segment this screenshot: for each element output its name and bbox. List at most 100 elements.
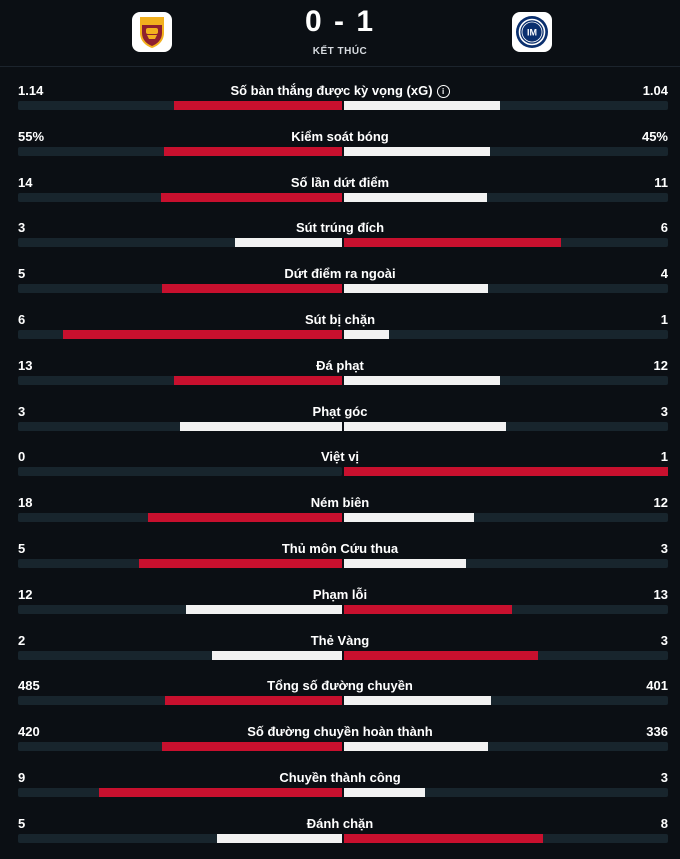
stat-label-text: Chuyền thành công — [279, 769, 401, 785]
stat-label: Dứt điểm ra ngoài — [0, 266, 680, 281]
away-stat-bar — [344, 238, 561, 248]
home-stat-track — [18, 513, 342, 523]
away-stat-value: 336 — [646, 724, 668, 740]
stat-label-text: Kiểm soát bóng — [291, 128, 389, 144]
stat-label: Tổng số đường chuyền — [0, 678, 680, 693]
home-stat-value: 420 — [18, 724, 40, 740]
home-stat-bar — [174, 101, 342, 110]
stat-row: 2 Thẻ Vàng 3 — [0, 630, 680, 676]
home-stat-bar — [63, 329, 342, 339]
away-stat-value: 45% — [641, 128, 668, 144]
away-stat-track — [344, 513, 668, 523]
away-stat-bar — [344, 467, 668, 477]
home-stat-track — [18, 558, 342, 568]
stat-label-text: Số đường chuyền hoàn thành — [247, 724, 433, 740]
home-stat-value: 5 — [18, 266, 26, 282]
away-stat-bar — [344, 604, 512, 614]
home-stat-value: 55% — [18, 128, 45, 144]
away-stat-value: 3 — [660, 769, 668, 785]
away-stat-bar — [344, 650, 538, 660]
away-stat-bar — [344, 146, 490, 156]
home-stat-bar — [235, 238, 342, 248]
away-stat-track — [344, 192, 668, 202]
home-stat-track — [18, 604, 342, 614]
stat-label: Thủ môn Cứu thua — [0, 541, 680, 556]
away-stat-value: 3 — [660, 403, 668, 419]
home-stat-value: 0 — [18, 449, 26, 465]
stat-label-text: Số bàn thắng được kỳ vọng (xG) — [230, 83, 433, 98]
stat-label: Phạt góc — [0, 404, 680, 419]
stat-label: Chuyền thành công — [0, 770, 680, 785]
header-divider — [0, 66, 680, 67]
home-team-logo[interactable] — [132, 12, 172, 52]
away-stat-bar — [344, 329, 389, 339]
home-stat-value: 2 — [18, 632, 26, 648]
home-stat-track — [18, 696, 342, 706]
stat-label-text: Số lần dứt điểm — [290, 174, 390, 190]
stat-row: 12 Phạm lỗi 13 — [0, 584, 680, 630]
home-stat-track — [18, 421, 342, 431]
away-stat-bar — [344, 375, 500, 385]
stat-row: 0 Việt vị 1 — [0, 446, 680, 492]
away-stat-value: 1 — [660, 311, 668, 327]
away-stat-value: 8 — [660, 815, 668, 831]
home-stat-bar — [186, 604, 342, 614]
stat-label-text: Sút bị chặn — [304, 311, 376, 327]
stat-row: 5 Dứt điểm ra ngoài 4 — [0, 263, 680, 309]
away-stat-bar — [344, 833, 543, 843]
svg-text:IM: IM — [527, 28, 537, 38]
home-stat-value: 5 — [18, 815, 26, 831]
away-stat-track — [344, 146, 668, 156]
stat-label: Việt vị — [0, 449, 680, 464]
home-stat-bar — [162, 742, 342, 752]
away-stat-value: 4 — [660, 266, 668, 282]
match-score: 0 - 1 — [304, 5, 376, 38]
stat-row: 5 Thủ môn Cứu thua 3 — [0, 538, 680, 584]
away-stat-bar — [344, 421, 506, 431]
home-stat-bar — [99, 787, 342, 797]
stat-row: 9 Chuyền thành công 3 — [0, 767, 680, 813]
stat-row: 6 Sút bị chặn 1 — [0, 309, 680, 355]
away-stat-value: 3 — [660, 540, 668, 556]
away-stat-bar — [344, 513, 474, 523]
away-stat-track — [344, 284, 668, 294]
stat-label-text: Dứt điểm ra ngoài — [284, 266, 396, 282]
away-stat-bar — [344, 192, 487, 202]
away-stat-value: 12 — [653, 495, 668, 511]
match-status: KẾT THÚC — [312, 46, 368, 57]
stat-label: Kiểm soát bóng — [0, 129, 680, 144]
stat-row: 5 Đánh chặn 8 — [0, 813, 680, 859]
home-stat-value: 18 — [18, 495, 33, 511]
stat-label: Sút bị chặn — [0, 312, 680, 327]
home-stat-track — [18, 787, 342, 797]
home-stat-track — [18, 146, 342, 156]
stat-label: Số lần dứt điểm — [0, 175, 680, 190]
home-stat-bar — [180, 421, 342, 431]
stat-row: 3 Phạt góc 3 — [0, 401, 680, 447]
home-stat-value: 14 — [18, 174, 33, 190]
away-stat-value: 1 — [660, 449, 668, 465]
stat-label-text: Thủ môn Cứu thua — [281, 540, 399, 556]
away-stat-track — [344, 604, 668, 614]
away-stat-value: 11 — [654, 174, 668, 190]
away-stat-track — [344, 421, 668, 431]
away-stat-track — [344, 375, 668, 385]
away-stat-track — [344, 742, 668, 752]
home-stat-value: 12 — [18, 586, 33, 602]
stats-list: 1.14 Số bàn thắng được kỳ vọng (xG) i 1.04 5… — [0, 80, 680, 859]
away-stat-track — [344, 101, 668, 110]
info-icon[interactable]: i — [436, 85, 450, 98]
home-stat-track — [18, 192, 342, 202]
home-stat-bar — [139, 558, 342, 568]
away-stat-track — [344, 558, 668, 568]
home-stat-value: 3 — [18, 220, 26, 236]
home-stat-bar — [161, 192, 342, 202]
home-stat-value: 13 — [18, 357, 33, 373]
stat-label-text: Sút trúng đích — [295, 220, 385, 236]
home-stat-track — [18, 238, 342, 248]
stat-label-text: Ném biên — [310, 495, 370, 511]
stat-label: Sút trúng đích — [0, 220, 680, 235]
away-team-logo[interactable]: IM — [512, 12, 552, 52]
home-stat-track — [18, 833, 342, 843]
stat-label: Thẻ Vàng — [0, 633, 680, 648]
